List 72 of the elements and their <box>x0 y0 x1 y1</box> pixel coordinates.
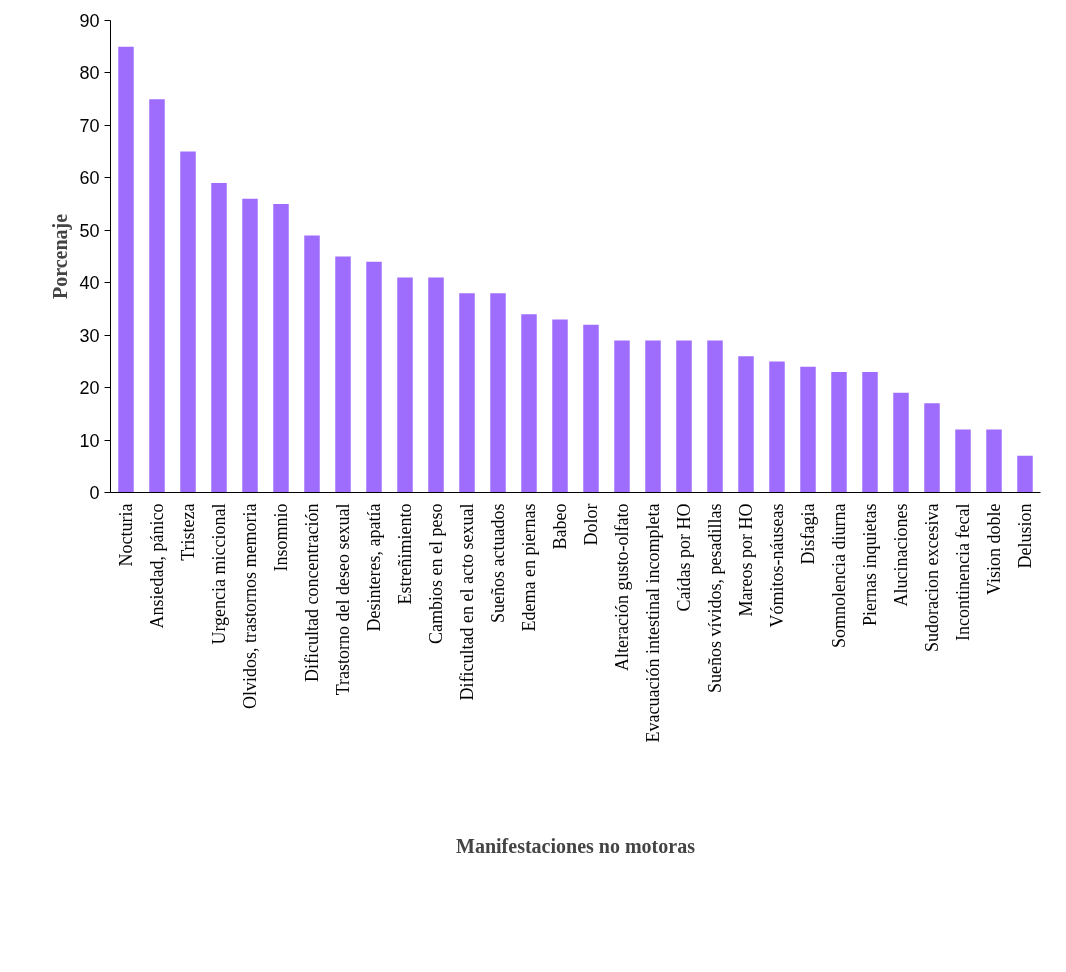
x-tick-label: Alucinaciones <box>891 503 911 607</box>
x-tick-label: Desinteres, apatía <box>364 503 384 632</box>
x-tick-label: Sueños actuados <box>488 503 508 623</box>
y-tick-label: 40 <box>79 273 100 294</box>
bar <box>831 371 847 493</box>
y-tick-label: 70 <box>79 115 100 136</box>
bar <box>986 429 1002 493</box>
x-tick-label: Edema en piernas <box>519 503 539 632</box>
y-tick-label: 0 <box>89 483 100 503</box>
bar <box>893 392 909 493</box>
x-tick-label: Nocturia <box>116 503 136 567</box>
bar <box>769 361 785 493</box>
bar <box>707 340 723 493</box>
y-tick-label: 50 <box>79 220 100 241</box>
bar <box>242 198 258 493</box>
x-axis-title: Manifestaciones no motoras <box>456 835 696 858</box>
bar <box>366 261 382 493</box>
bar <box>273 204 289 493</box>
x-tick-label: Dificultad en el acto sexual <box>457 503 477 701</box>
bar <box>335 256 351 493</box>
x-tick-label: Ansiedad, pánico <box>147 503 167 629</box>
x-tick-label: Vision doble <box>984 503 1004 595</box>
y-axis-title: Porcenaje <box>49 213 73 300</box>
bar <box>304 235 320 493</box>
bar <box>1017 455 1033 493</box>
bar <box>738 356 754 493</box>
bar <box>676 340 692 493</box>
y-tick-label: 90 <box>79 11 100 31</box>
x-tick-label: Dolor <box>581 503 601 546</box>
bar <box>924 403 940 493</box>
x-tick-label: Olvidos, trastornos memoria <box>240 503 260 709</box>
bar <box>490 293 506 493</box>
bar <box>180 151 196 493</box>
y-tick-label: 60 <box>79 168 100 189</box>
x-tick-label: Tristeza <box>178 503 198 561</box>
bar <box>862 371 878 493</box>
x-tick-label: Trastorno del deseo sexual <box>333 503 353 696</box>
bar <box>800 366 816 493</box>
bar <box>614 340 630 493</box>
bar <box>211 183 227 493</box>
x-tick-label: Dificultad concentración <box>302 503 322 682</box>
x-tick-label: Sudoracion excesiva <box>922 503 942 652</box>
bar <box>955 429 971 493</box>
bar <box>149 99 165 493</box>
x-tick-label: Alteración gusto-olfato <box>612 503 632 671</box>
x-tick-label: Evacuación intestinal incompleta <box>643 503 663 743</box>
y-tick-label: 30 <box>79 325 100 346</box>
x-tick-label: Mareos por HO <box>736 503 756 617</box>
x-tick-label: Cambios en el peso <box>426 503 446 644</box>
x-tick-label: Estreñimiento <box>395 503 415 605</box>
bar <box>552 319 568 493</box>
y-tick-label: 20 <box>79 378 100 399</box>
x-tick-label: Piernas inquietas <box>860 503 880 626</box>
x-tick-label: Insomnio <box>271 503 291 572</box>
bar <box>428 277 444 493</box>
bar <box>583 324 599 493</box>
x-tick-label: Disfagia <box>798 503 818 565</box>
x-tick-label: Babeo <box>550 503 570 550</box>
x-tick-label: Delusion <box>1015 503 1035 569</box>
bar <box>521 314 537 493</box>
x-tick-label: Somnolencia diurna <box>829 503 849 648</box>
x-tick-label: Incontinencia fecal <box>953 503 973 641</box>
x-tick-label: Sueños vívidos, pesadillas <box>705 503 725 693</box>
x-tick-label: Caídas por HO <box>674 503 694 612</box>
bar <box>459 293 475 493</box>
x-tick-label: Vómitos-náuseas <box>767 503 787 628</box>
bar <box>397 277 413 493</box>
bar <box>645 340 661 493</box>
x-tick-label: Urgencia miccional <box>209 503 229 645</box>
y-tick-label: 10 <box>79 430 100 451</box>
bar <box>118 46 134 493</box>
y-tick-label: 80 <box>79 63 100 84</box>
